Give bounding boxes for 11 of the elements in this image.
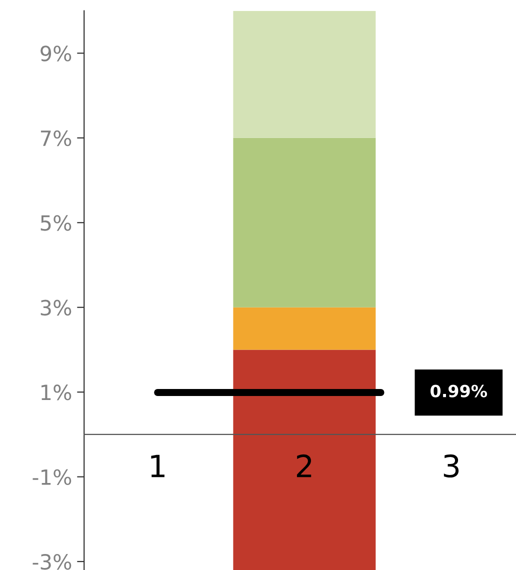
ref-line-label: 0.99% bbox=[430, 384, 488, 398]
y-tick-label: 9% bbox=[40, 46, 72, 62]
x-tick-label: 1 bbox=[151, 454, 164, 478]
x-tick-label: 2 bbox=[296, 454, 312, 478]
y-tick-label: 5% bbox=[40, 215, 72, 231]
y-tick-label: 7% bbox=[40, 130, 72, 146]
x-tick-label: 3 bbox=[444, 454, 459, 478]
y-tick-label: -1% bbox=[32, 469, 72, 486]
y-tick-label: 3% bbox=[40, 300, 72, 316]
y-tick-label: -3% bbox=[32, 554, 72, 570]
y-tick-label: 1% bbox=[42, 384, 72, 400]
